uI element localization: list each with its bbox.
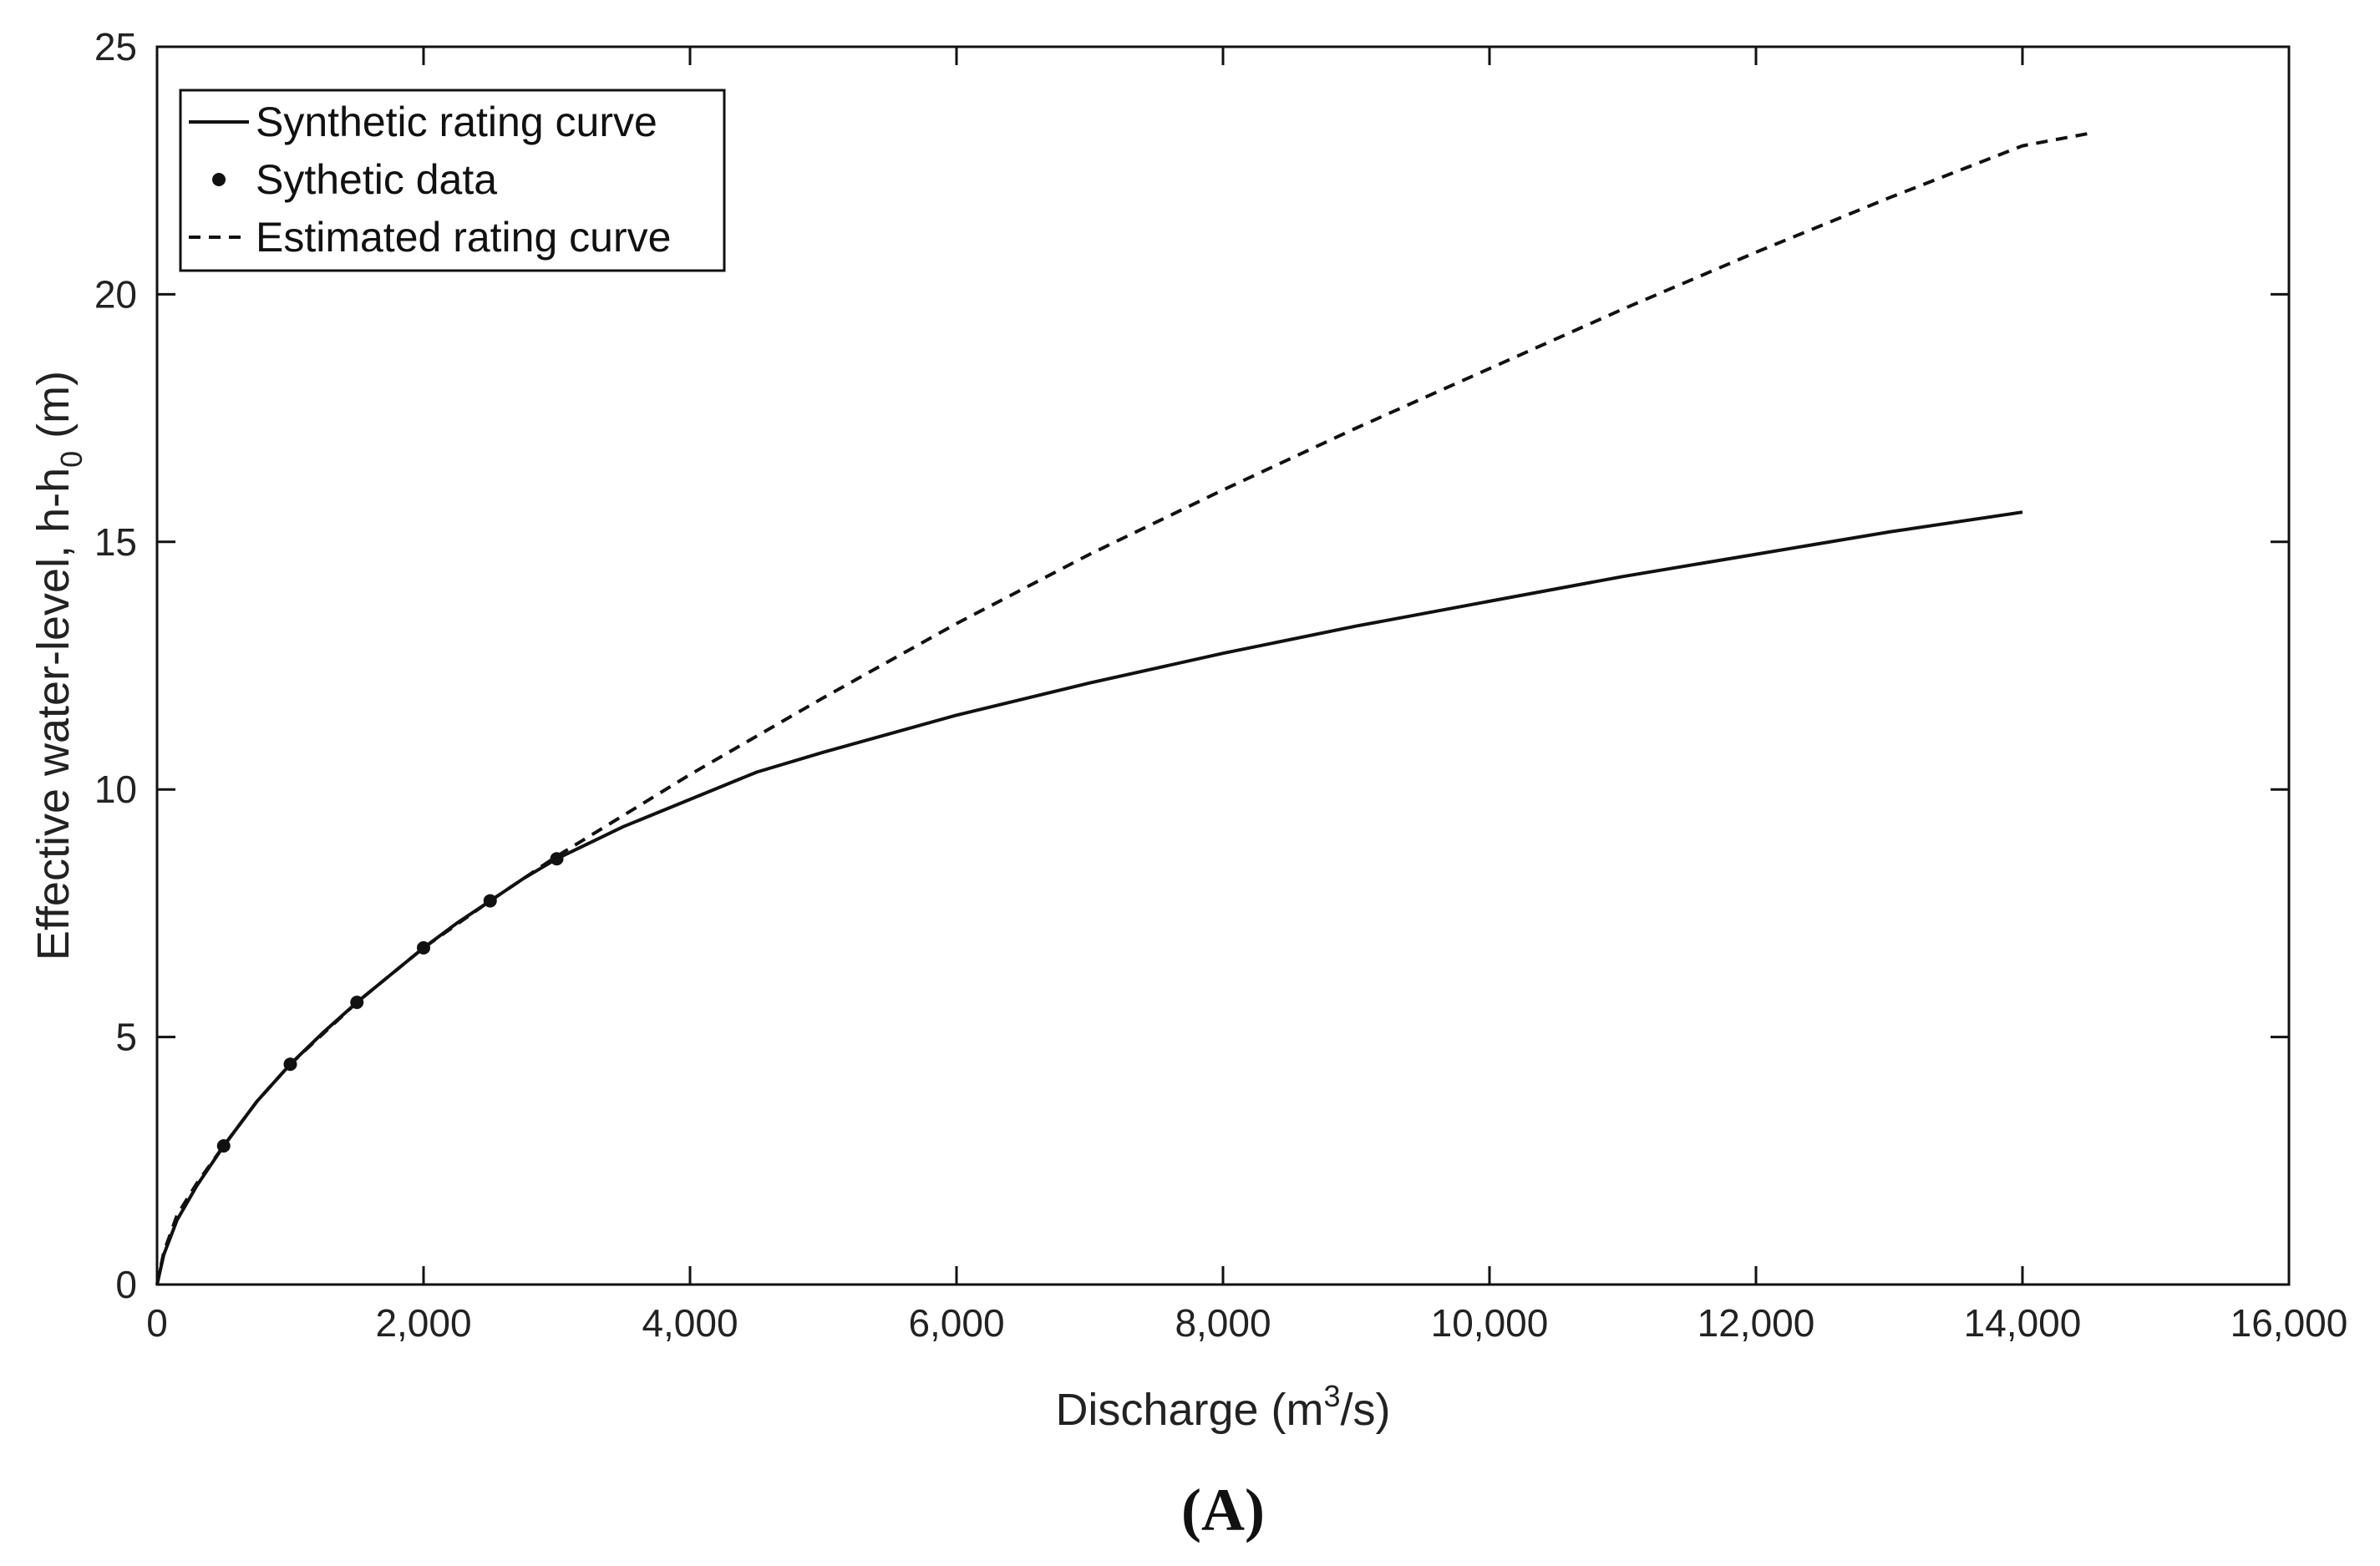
legend-box <box>179 89 726 272</box>
legend-label-synthetic-rating-curve: Synthetic rating curve <box>256 99 657 145</box>
series-layer <box>155 131 2090 1285</box>
legend-label-sythetic-data: Sythetic data <box>256 156 497 203</box>
x-tick-label: 12,000 <box>1697 1301 1815 1345</box>
x-tick-label: 0 <box>146 1301 168 1345</box>
estimated-rating-curve-line <box>155 131 2090 1285</box>
legend: Synthetic rating curve Sythetic data Est… <box>179 89 726 272</box>
x-tick-label: 6,000 <box>908 1301 1004 1345</box>
x-tick-label: 4,000 <box>642 1301 738 1345</box>
legend-swatch-marker <box>212 173 226 186</box>
x-axis-label: Discharge (m3/s) <box>1055 1379 1390 1435</box>
x-tick-label: 14,000 <box>1964 1301 2082 1345</box>
x-tick-label: 8,000 <box>1175 1301 1271 1345</box>
y-tick-label: 10 <box>94 768 137 811</box>
y-tick-label: 15 <box>94 520 137 564</box>
y-tick-label: 20 <box>94 272 137 316</box>
x-tick-label: 16,000 <box>2230 1301 2348 1345</box>
y-tick-label: 5 <box>115 1016 137 1059</box>
y-axis-ticks: 0 5 10 15 20 25 <box>94 25 2289 1306</box>
y-axis-label: Effective water-level, h-h0 (m) <box>28 371 89 960</box>
y-tick-label: 25 <box>94 25 137 68</box>
synthetic-rating-curve-line <box>155 510 2023 1285</box>
x-tick-label: 10,000 <box>1431 1301 1549 1345</box>
x-axis-ticks: 0 2,000 4,000 6,000 8,000 10,000 12,000 14,000 1… <box>146 47 2347 1345</box>
x-tick-label: 2,000 <box>375 1301 471 1345</box>
panel-label: (A) <box>1181 1477 1265 1543</box>
legend-label-estimated-rating-curve: Estimated rating curve <box>256 214 671 261</box>
y-tick-label: 0 <box>115 1263 137 1306</box>
